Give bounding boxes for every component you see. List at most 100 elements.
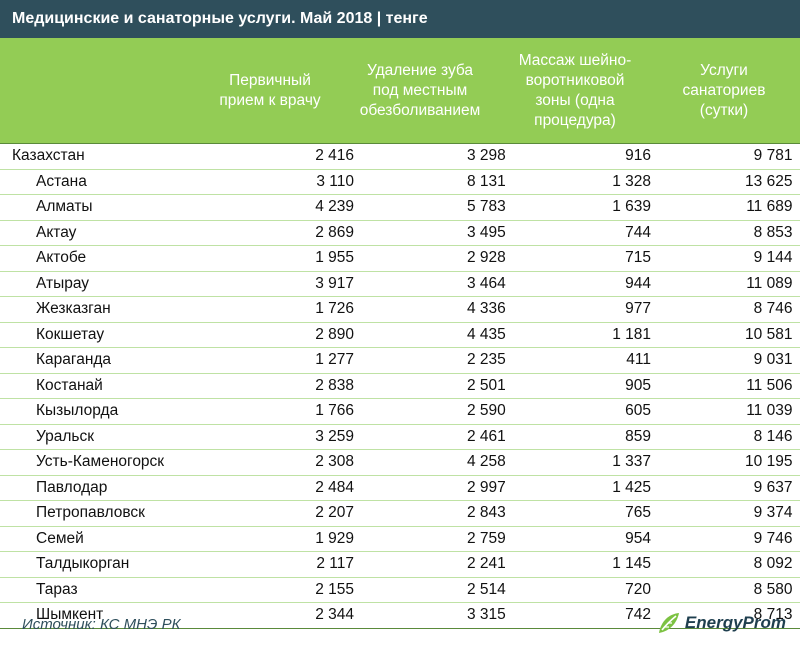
tooth-extraction-value: 2 501: [354, 373, 506, 399]
sanatorium-value: 9 746: [651, 526, 793, 552]
neck-massage-value: 1 181: [505, 322, 651, 348]
tooth-extraction-value: 3 315: [354, 602, 506, 629]
table-row: Атырау 3 917 3 464 944 11 089: [0, 271, 800, 297]
energyprom-leaf-icon: [658, 613, 679, 633]
table-title: Медицинские и санаторные услуги. Май 201…: [0, 0, 800, 38]
region-name: Актобе: [0, 245, 240, 272]
region-name: Костанай: [0, 373, 240, 399]
tooth-extraction-value: 2 241: [354, 551, 506, 578]
sanatorium-value: 11 506: [651, 373, 793, 399]
column-header-sanatorium: Услуги санаториев (сутки): [650, 38, 798, 143]
primary-visit-value: 1 955: [239, 245, 355, 272]
table-row: Караганда 1 277 2 235 411 9 031: [0, 347, 800, 374]
tooth-extraction-value: 4 258: [354, 449, 506, 476]
sanatorium-value: 11 039: [651, 398, 793, 425]
row-padding: [792, 526, 800, 552]
sanatorium-value: 9 374: [651, 500, 793, 527]
sanatorium-value: 9 031: [651, 347, 793, 374]
sanatorium-value: 10 581: [651, 322, 793, 348]
tooth-extraction-value: 3 495: [354, 220, 506, 246]
sanatorium-value: 11 089: [651, 271, 793, 297]
table-row: Усть-Каменогорск 2 308 4 258 1 337 10 195: [0, 449, 800, 476]
region-name: Павлодар: [0, 475, 240, 501]
energyprom-logo: EnergyProm: [657, 611, 786, 635]
region-name: Актау: [0, 220, 240, 246]
region-name: Атырау: [0, 271, 240, 297]
tooth-extraction-value: 2 843: [354, 500, 506, 527]
neck-massage-value: 742: [505, 602, 651, 629]
neck-massage-value: 1 337: [505, 449, 651, 476]
primary-visit-value: 2 155: [239, 577, 355, 603]
table-row: Актобе 1 955 2 928 715 9 144: [0, 245, 800, 272]
column-header-line: Удаление зуба: [366, 61, 474, 79]
row-padding: [792, 577, 800, 603]
sanatorium-value: 9 637: [651, 475, 793, 501]
neck-massage-value: 720: [505, 577, 651, 603]
table-row: Кызылорда 1 766 2 590 605 11 039: [0, 398, 800, 425]
row-padding: [792, 449, 800, 476]
tooth-extraction-value: 4 336: [354, 296, 506, 323]
row-padding: [792, 551, 800, 578]
table-row: Жезказган 1 726 4 336 977 8 746: [0, 296, 800, 323]
tooth-extraction-value: 2 514: [354, 577, 506, 603]
column-header-line: Первичный: [229, 71, 311, 89]
logo-text: EnergyProm: [684, 613, 786, 632]
region-name: Талдыкорган: [0, 551, 240, 578]
region-name: Петропавловск: [0, 500, 240, 527]
table-row-total: Казахстан 2 416 3 298 916 9 781: [0, 143, 800, 170]
row-padding: [792, 245, 800, 272]
table-row: Шымкент 2 344 3 315 742 8 713: [0, 602, 800, 629]
tooth-extraction-value: 5 783: [354, 194, 506, 221]
region-name: Семей: [0, 526, 240, 552]
sanatorium-value: 11 689: [651, 194, 793, 221]
table-row: Кокшетау 2 890 4 435 1 181 10 581: [0, 322, 800, 348]
row-padding: [792, 143, 800, 170]
region-name: Уральск: [0, 424, 240, 450]
row-padding: [792, 194, 800, 221]
primary-visit-value: 3 110: [239, 169, 355, 195]
column-header-line: зоны (одна: [535, 91, 615, 109]
sanatorium-value: 8 146: [651, 424, 793, 450]
region-name: Кокшетау: [0, 322, 240, 348]
column-header-line: процедура): [534, 111, 616, 129]
table-row: Павлодар 2 484 2 997 1 425 9 637: [0, 475, 800, 501]
tooth-extraction-value: 2 235: [354, 347, 506, 374]
sanatorium-value: 8 853: [651, 220, 793, 246]
region-name: Жезказган: [0, 296, 240, 323]
source-note: Источник: КС МНЭ РК: [22, 616, 181, 633]
region-name: Казахстан: [0, 143, 240, 170]
tooth-extraction-value: 3 298: [354, 143, 506, 170]
tooth-extraction-value: 2 928: [354, 245, 506, 272]
tooth-extraction-value: 8 131: [354, 169, 506, 195]
sanatorium-value: 8 092: [651, 551, 793, 578]
table-row: Тараз 2 155 2 514 720 8 580: [0, 577, 800, 603]
sanatorium-value: 9 144: [651, 245, 793, 272]
row-padding: [792, 475, 800, 501]
row-padding: [792, 296, 800, 323]
neck-massage-value: 1 639: [505, 194, 651, 221]
table-row: Петропавловск 2 207 2 843 765 9 374: [0, 500, 800, 527]
table-row: Астана 3 110 8 131 1 328 13 625: [0, 169, 800, 195]
neck-massage-value: 944: [505, 271, 651, 297]
primary-visit-value: 2 207: [239, 500, 355, 527]
region-name: Усть-Каменогорск: [0, 449, 240, 476]
tooth-extraction-value: 2 997: [354, 475, 506, 501]
column-header-row: Первичный прием к врачу Удаление зуба под …: [0, 38, 800, 143]
column-header-line: под местным: [372, 81, 468, 99]
primary-visit-value: 2 484: [239, 475, 355, 501]
row-padding: [792, 398, 800, 425]
neck-massage-value: 605: [505, 398, 651, 425]
sanatorium-value: 9 781: [651, 143, 793, 170]
tooth-extraction-value: 2 590: [354, 398, 506, 425]
column-header-primary-visit: Первичный прием к врачу: [210, 38, 330, 143]
column-header-line: Услуги: [700, 61, 748, 79]
primary-visit-value: 3 259: [239, 424, 355, 450]
region-name: Астана: [0, 169, 240, 195]
table-row: Талдыкорган 2 117 2 241 1 145 8 092: [0, 551, 800, 578]
row-padding: [792, 169, 800, 195]
table-row: Уральск 3 259 2 461 859 8 146: [0, 424, 800, 450]
neck-massage-value: 1 145: [505, 551, 651, 578]
neck-massage-value: 1 425: [505, 475, 651, 501]
primary-visit-value: 1 726: [239, 296, 355, 323]
neck-massage-value: 1 328: [505, 169, 651, 195]
